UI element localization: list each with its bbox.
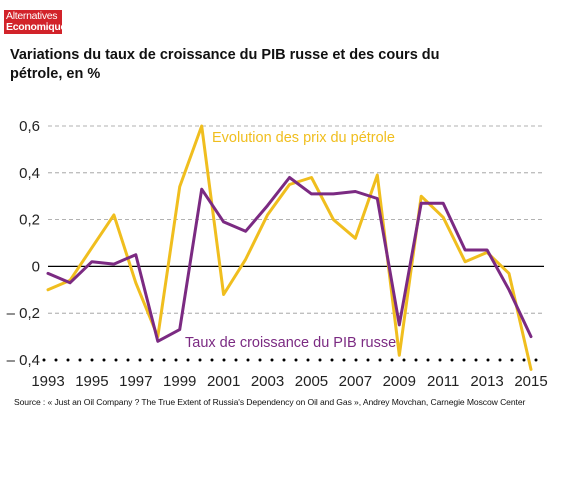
gdp-growth-label: Taux de croissance du PIB russe <box>185 335 396 351</box>
x-tick-label: 2015 <box>514 373 547 390</box>
x-tick-label: 1993 <box>31 373 64 390</box>
y-tick-label: 0,4 <box>19 165 40 182</box>
y-axis-ticks: 0,6 0,4 0,2 0 – 0,2 – 0,4 <box>7 118 40 369</box>
logo-line-2: Economiques <box>6 21 72 33</box>
x-tick-label: 1997 <box>119 373 152 390</box>
x-tick-label: 2007 <box>339 373 372 390</box>
x-tick-label: 1999 <box>163 373 196 390</box>
x-tick-label: 2005 <box>295 373 328 390</box>
grid-lines <box>42 125 548 362</box>
gdp-growth-series-line <box>46 176 533 343</box>
x-tick-label: 2003 <box>251 373 284 390</box>
y-tick-label: – 0,4 <box>7 352 40 369</box>
oil-price-series-line <box>46 124 533 371</box>
chart-title: Variations du taux de croissance du PIB … <box>10 47 440 82</box>
x-tick-label: 2009 <box>383 373 416 390</box>
x-tick-label: 1995 <box>75 373 108 390</box>
y-tick-label: 0,2 <box>19 212 40 229</box>
oil-price-label: Evolution des prix du pétrole <box>212 130 395 146</box>
series-lines <box>46 124 533 371</box>
x-tick-label: 2011 <box>427 373 459 390</box>
brand-logo: Alternatives Economiques <box>4 10 72 34</box>
logo-line-1: Alternatives <box>6 10 58 22</box>
x-tick-label: 2001 <box>207 373 240 390</box>
source-note: Source : « Just an Oil Company ? The Tru… <box>14 397 526 407</box>
y-tick-label: – 0,2 <box>7 305 40 322</box>
y-tick-label: 0,6 <box>19 118 40 135</box>
x-axis-ticks: 1993 1995 1997 1999 2001 2003 2005 2007 2009 2011… <box>31 373 547 390</box>
x-tick-label: 2013 <box>470 373 503 390</box>
y-tick-label: 0 <box>32 258 40 275</box>
